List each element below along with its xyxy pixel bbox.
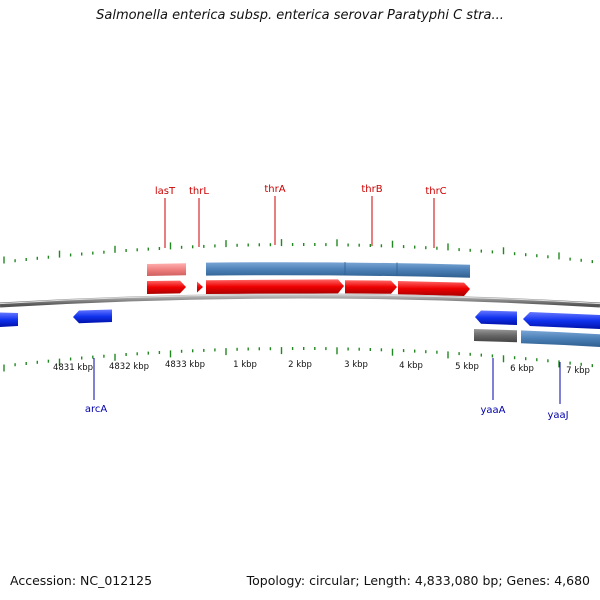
gene-thrA-arrow[interactable]: [206, 279, 344, 294]
scale-label-1kbp: 1 kbp: [233, 360, 257, 370]
scale-label-4832kbp: 4832 kbp: [109, 362, 149, 372]
scale-label-2kbp: 2 kbp: [288, 360, 312, 370]
band-steel-right: [521, 330, 600, 347]
label-yaaJ[interactable]: yaaJ: [547, 410, 568, 421]
scale-label-7kbp: 7 kbp: [566, 366, 590, 376]
label-thrB[interactable]: thrB: [361, 184, 382, 195]
feature-band-upper: [147, 262, 470, 278]
tick-row-bottom: [3, 347, 593, 372]
reverse-genes: [0, 309, 600, 329]
scale-label-4831kbp: 4831 kbp: [53, 363, 93, 373]
gene-thrB-arrow[interactable]: [345, 280, 397, 294]
scale-label-6kbp: 6 kbp: [510, 364, 534, 374]
scale-label-4833kbp: 4833 kbp: [165, 360, 205, 370]
label-thrL[interactable]: thrL: [189, 186, 209, 197]
gene-arcA-arrow[interactable]: [73, 309, 112, 324]
scale-label-5kbp: 5 kbp: [455, 362, 479, 372]
forward-genes: [147, 279, 470, 296]
scale-label-4kbp: 4 kbp: [399, 361, 423, 371]
band-lasT: [147, 263, 186, 276]
band-thrA-thrC: [206, 262, 470, 278]
accession-text: Accession: NC_012125: [10, 573, 153, 588]
gene-yaaA-arrow[interactable]: [475, 310, 517, 326]
label-thrC[interactable]: thrC: [425, 186, 446, 197]
label-leaders: [93, 196, 561, 404]
topology-summary: Topology: circular; Length: 4,833,080 bp…: [246, 573, 590, 588]
gene-left-partial-arrow[interactable]: [0, 312, 18, 328]
gene-thrL-arrow[interactable]: [197, 281, 203, 293]
gene-yaaJ-arrow[interactable]: [523, 312, 600, 329]
tick-row-top: [3, 239, 593, 264]
label-thrA[interactable]: thrA: [264, 184, 285, 195]
label-arcA[interactable]: arcA: [85, 404, 108, 415]
label-yaaA[interactable]: yaaA: [480, 405, 505, 416]
label-lasT[interactable]: lasT: [155, 186, 176, 197]
genome-backbone: [0, 293, 600, 308]
band-grey: [474, 329, 517, 343]
scale-label-3kbp: 3 kbp: [344, 360, 368, 370]
gene-lasT-arrow[interactable]: [147, 280, 186, 294]
feature-band-lower: [474, 329, 600, 347]
gene-thrC-arrow[interactable]: [398, 281, 470, 296]
map-title: Salmonella enterica subsp. enterica sero…: [96, 8, 504, 23]
